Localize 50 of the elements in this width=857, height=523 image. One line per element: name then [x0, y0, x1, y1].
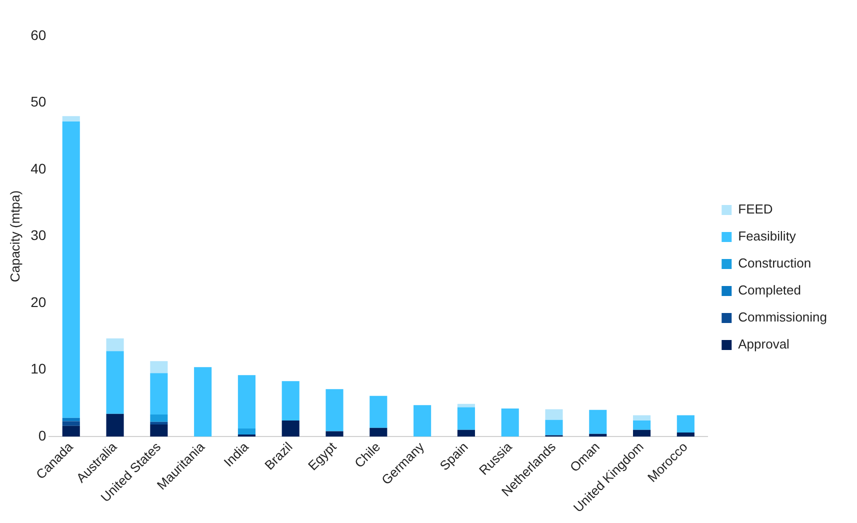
bar	[589, 434, 607, 437]
bar	[633, 415, 651, 421]
y-axis-title: Capacity (mtpa)	[7, 190, 22, 282]
y-tick-label: 30	[30, 227, 46, 244]
bar	[545, 420, 563, 436]
bar	[62, 116, 80, 122]
bar	[414, 405, 432, 437]
legend-label: Approval	[738, 336, 790, 352]
bar	[633, 420, 651, 430]
bar	[62, 121, 80, 418]
legend-label: Commissioning	[738, 310, 828, 325]
bar	[282, 420, 300, 437]
bar	[457, 407, 475, 430]
bar	[62, 426, 80, 437]
bar	[545, 409, 563, 420]
y-tick-label: 20	[30, 294, 46, 310]
bar	[150, 414, 168, 422]
bar	[150, 424, 168, 437]
bar	[150, 373, 168, 415]
y-tick-label: 10	[30, 360, 46, 377]
bar	[326, 431, 344, 437]
bar	[370, 396, 388, 428]
bar	[457, 404, 475, 408]
legend-label: Feasibility	[738, 228, 796, 244]
bar	[238, 375, 256, 429]
legend-label: FEED	[738, 202, 773, 217]
bar	[282, 381, 300, 421]
bar	[589, 410, 607, 434]
y-tick-label: 50	[30, 94, 46, 110]
bar	[106, 338, 124, 352]
legend-label: Construction	[738, 256, 812, 271]
bar	[501, 408, 519, 437]
y-tick-label: 40	[30, 160, 46, 176]
bar	[238, 428, 256, 435]
bar	[150, 422, 168, 425]
bar	[194, 367, 212, 437]
y-tick-label: 0	[38, 427, 46, 444]
bar	[106, 414, 124, 437]
bar	[676, 432, 694, 437]
bar	[676, 415, 694, 433]
bar	[370, 428, 388, 437]
bar	[633, 430, 651, 437]
bar	[62, 418, 80, 422]
bar	[326, 389, 344, 432]
bar	[62, 421, 80, 426]
y-tick-label: 60	[30, 26, 46, 43]
bar	[457, 430, 475, 437]
legend-label: Completed	[738, 282, 802, 298]
bar	[150, 361, 168, 374]
bar	[106, 351, 124, 414]
